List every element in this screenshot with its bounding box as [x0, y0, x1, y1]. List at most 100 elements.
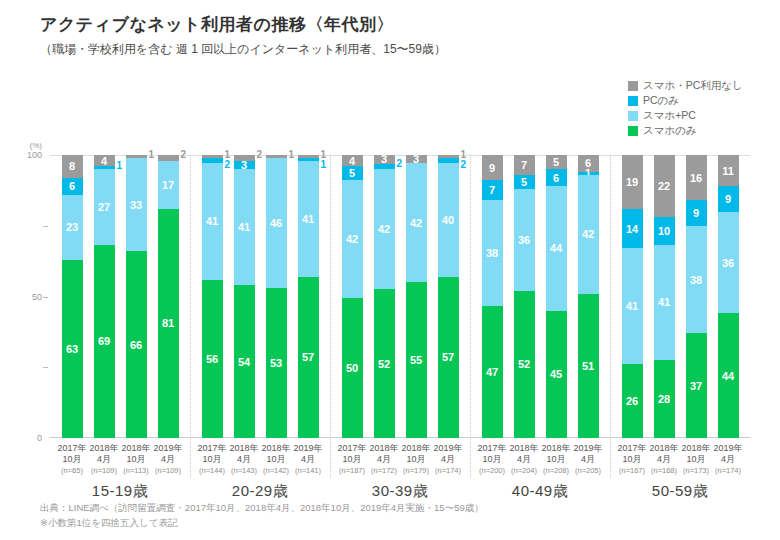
- segment-value-label: 9: [712, 193, 745, 204]
- stacked-bar: 217812019年 4月(n=109): [158, 155, 179, 438]
- bar-segment-smart_pc: 36: [718, 212, 739, 314]
- segment-value-label: 36: [508, 234, 541, 245]
- segment-value-label: 7: [508, 159, 541, 170]
- legend-swatch-pc_only: [628, 96, 638, 106]
- segment-value-label: 2: [461, 160, 467, 170]
- bar-segment-smart_only: 50: [342, 298, 363, 438]
- bar-segment-smart_only: 28: [654, 360, 675, 438]
- segment-value-label: 52: [368, 358, 401, 369]
- bar-segment-smart_only: 81: [158, 209, 179, 438]
- footer-source: 出典：LINE調べ（訪問留置調査・2017年10月、2018年4月、2018年1…: [40, 502, 484, 515]
- bar-n-label: (n=168): [651, 466, 677, 475]
- segment-value-label: 40: [432, 215, 465, 226]
- bar-period-label: 2019年 4月: [147, 443, 189, 465]
- segment-value-label: 44: [540, 243, 573, 254]
- stacked-bar: 4127692018年 4月(n=109): [94, 155, 115, 438]
- bar-n-label: (n=167): [619, 466, 645, 475]
- bar-segment-smart_only: 52: [514, 291, 535, 438]
- segment-value-label: 56: [196, 353, 229, 364]
- stacked-bar: 342552018年 10月(n=179): [406, 155, 427, 438]
- bar-segment-smart_pc: 41: [234, 169, 255, 285]
- bar-n-label: (n=174): [435, 466, 461, 475]
- segment-value-label: 5: [336, 168, 369, 179]
- segment-value-label: 44: [712, 370, 745, 381]
- segment-value-label: 1: [289, 150, 295, 160]
- legend-label: PCのみ: [643, 94, 679, 108]
- segment-value-label: 17: [152, 179, 185, 190]
- stacked-bar: 1240572019年 4月(n=174): [438, 155, 459, 438]
- bar-segment-none: 4: [94, 155, 115, 166]
- stacked-bar: 11936442019年 4月(n=174): [718, 155, 739, 438]
- group-label: 20-29歳: [190, 482, 330, 501]
- segment-value-label: 66: [120, 339, 153, 350]
- bar-group: 191441262017年 10月(n=167)221041282018年 4月…: [610, 155, 750, 438]
- bar-segment-smart_pc: 46: [266, 158, 287, 288]
- bar-n-label: (n=142): [263, 466, 289, 475]
- segment-value-label: 1: [117, 161, 123, 171]
- bar-segment-none: 7: [514, 155, 535, 175]
- stacked-bar: 2341542018年 4月(n=143): [234, 155, 255, 438]
- bar-segment-smart_pc: 38: [686, 226, 707, 334]
- bar-n-label: (n=65): [61, 466, 83, 475]
- segment-value-label: 54: [228, 356, 261, 367]
- bar-segment-pc_only: 7: [482, 180, 503, 200]
- bar-segment-smart_pc: 42: [578, 175, 599, 294]
- bar-n-label: (n=187): [339, 466, 365, 475]
- segment-value-label: 50: [336, 362, 369, 373]
- stacked-bar: 133662018年 10月(n=113): [126, 155, 147, 438]
- bar-segment-smart_only: 57: [438, 277, 459, 438]
- stacked-bar: 6142512019年 4月(n=205): [578, 155, 599, 438]
- stacked-bar: 221041282018年 4月(n=168): [654, 155, 675, 438]
- segment-value-label: 41: [292, 213, 325, 224]
- segment-value-label: 55: [400, 355, 433, 366]
- segment-value-label: 23: [56, 222, 89, 233]
- segment-value-label: 26: [616, 396, 649, 407]
- bar-segment-smart_pc: 44: [546, 186, 567, 311]
- bar-segment-none: 4: [342, 155, 363, 166]
- bar-segment-smart_only: 45: [546, 311, 567, 438]
- segment-value-label: 47: [476, 367, 509, 378]
- bar-group: 8623632017年 10月(n=65)4127692018年 4月(n=10…: [50, 155, 190, 438]
- bar-n-label: (n=200): [479, 466, 505, 475]
- bar-segment-pc_only: 6: [62, 178, 83, 195]
- bar-segment-none: 19: [622, 155, 643, 209]
- bar-segment-smart_pc: 40: [438, 163, 459, 276]
- segment-value-label: 41: [616, 301, 649, 312]
- bar-segment-smart_pc: 42: [406, 163, 427, 282]
- bar-segment-none: 3: [374, 155, 395, 164]
- group-label: 15-19歳: [50, 482, 190, 501]
- segment-value-label: 42: [336, 234, 369, 245]
- bar-segment-smart_only: 44: [718, 313, 739, 438]
- segment-value-label: 27: [88, 201, 121, 212]
- bar-segment-smart_only: 54: [234, 285, 255, 438]
- y-minor-tick: [43, 297, 48, 298]
- bar-segment-smart_pc: 38: [482, 200, 503, 306]
- y-tick-label: 0: [37, 433, 42, 443]
- stacked-bar: 1141572019年 4月(n=141): [298, 155, 319, 438]
- legend-item: スマホ・PC利用なし: [628, 80, 743, 91]
- segment-value-label: 6: [56, 181, 89, 192]
- bar-group: 1241562017年 10月(n=144)2341542018年 4月(n=1…: [190, 155, 330, 438]
- stacked-bar: 16938372018年 10月(n=173): [686, 155, 707, 438]
- bar-period-label: 2019年 4月: [707, 443, 749, 465]
- legend-item: スマホ+PC: [628, 110, 743, 121]
- bar-segment-smart_only: 57: [298, 277, 319, 438]
- segment-value-label: 38: [680, 274, 713, 285]
- legend-swatch-none: [628, 81, 638, 91]
- segment-value-label: 16: [680, 172, 713, 183]
- stacked-bar: 4542502017年 10月(n=187): [342, 155, 363, 438]
- bar-group: 4542502017年 10月(n=187)3242522018年 4月(n=1…: [330, 155, 470, 438]
- segment-value-label: 52: [508, 359, 541, 370]
- segment-value-label: 9: [680, 208, 713, 219]
- bar-segment-smart_pc: 41: [202, 163, 223, 279]
- bar-n-label: (n=173): [683, 466, 709, 475]
- bar-segment-pc_only: 6: [546, 169, 567, 186]
- segment-value-label: 63: [56, 343, 89, 354]
- segment-value-label: 41: [648, 297, 681, 308]
- bar-segment-smart_only: 69: [94, 245, 115, 438]
- bar-segment-none: 16: [686, 155, 707, 200]
- segment-value-label: 38: [476, 248, 509, 259]
- bar-segment-smart_pc: 41: [654, 245, 675, 360]
- bar-segment-smart_only: 37: [686, 333, 707, 438]
- footer-note: ※小数第1位を四捨五入して表記: [40, 517, 177, 530]
